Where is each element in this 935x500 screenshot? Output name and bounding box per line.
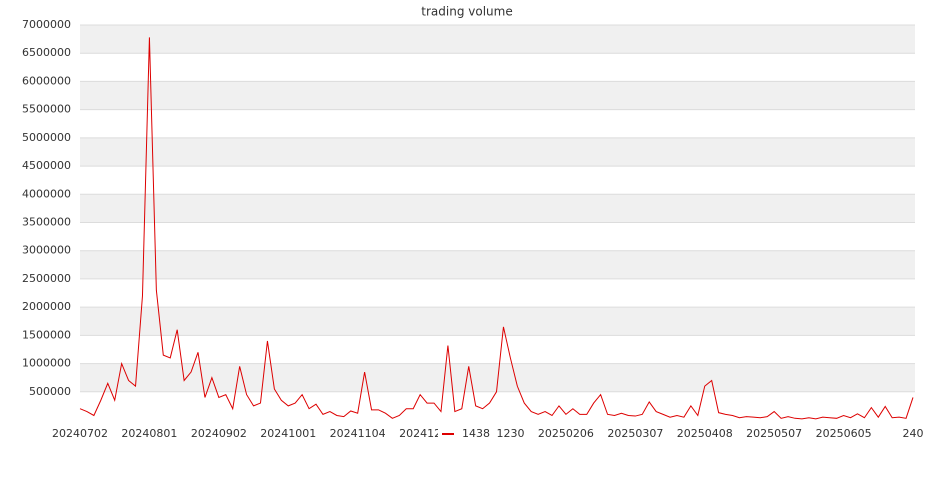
y-tick-label: 4500000	[22, 159, 71, 172]
x-tick-label: 20250605	[816, 427, 872, 440]
legend-label: 1438	[462, 427, 490, 440]
y-tick-label: 1000000	[22, 357, 71, 370]
grid-band	[80, 194, 915, 223]
y-tick-label: 5000000	[22, 131, 71, 144]
y-tick-label: 3500000	[22, 216, 71, 229]
y-tick-label: 2500000	[22, 272, 71, 285]
x-tick-label: 20240702	[52, 427, 108, 440]
grid-band	[80, 25, 915, 54]
grid-band	[80, 250, 915, 279]
x-tick-label: 20250307	[607, 427, 663, 440]
line-series	[79, 37, 914, 420]
x-tick-label: 20250507	[746, 427, 802, 440]
x-tick-label: 20240902	[191, 427, 247, 440]
x-tick-label: 20240801	[121, 427, 177, 440]
y-tick-label: 7000000	[22, 18, 71, 31]
y-tick-label: 6000000	[22, 74, 71, 87]
y-tick-label: 3000000	[22, 244, 71, 257]
y-tick-label: 4000000	[22, 187, 71, 200]
y-tick-label: 2000000	[22, 300, 71, 313]
y-tick-label: 6500000	[22, 46, 71, 59]
x-tick-label: 20250206	[538, 427, 594, 440]
grid-band	[80, 137, 915, 167]
x-tick-label: 20241001	[260, 427, 316, 440]
legend: 1438	[438, 426, 496, 442]
x-tick-label: 240	[903, 427, 924, 440]
y-tick-label: 1500000	[22, 328, 71, 341]
chart-title: trading volume	[421, 5, 512, 19]
y-tick-label: 5500000	[22, 103, 71, 116]
y-tick-label: 500000	[29, 385, 71, 398]
grid-band	[80, 81, 915, 110]
legend-box	[438, 426, 496, 442]
x-tick-label: 20250408	[677, 427, 733, 440]
x-tick-label: 20241104	[330, 427, 386, 440]
grid-band	[80, 307, 915, 336]
grid-band	[80, 363, 915, 392]
